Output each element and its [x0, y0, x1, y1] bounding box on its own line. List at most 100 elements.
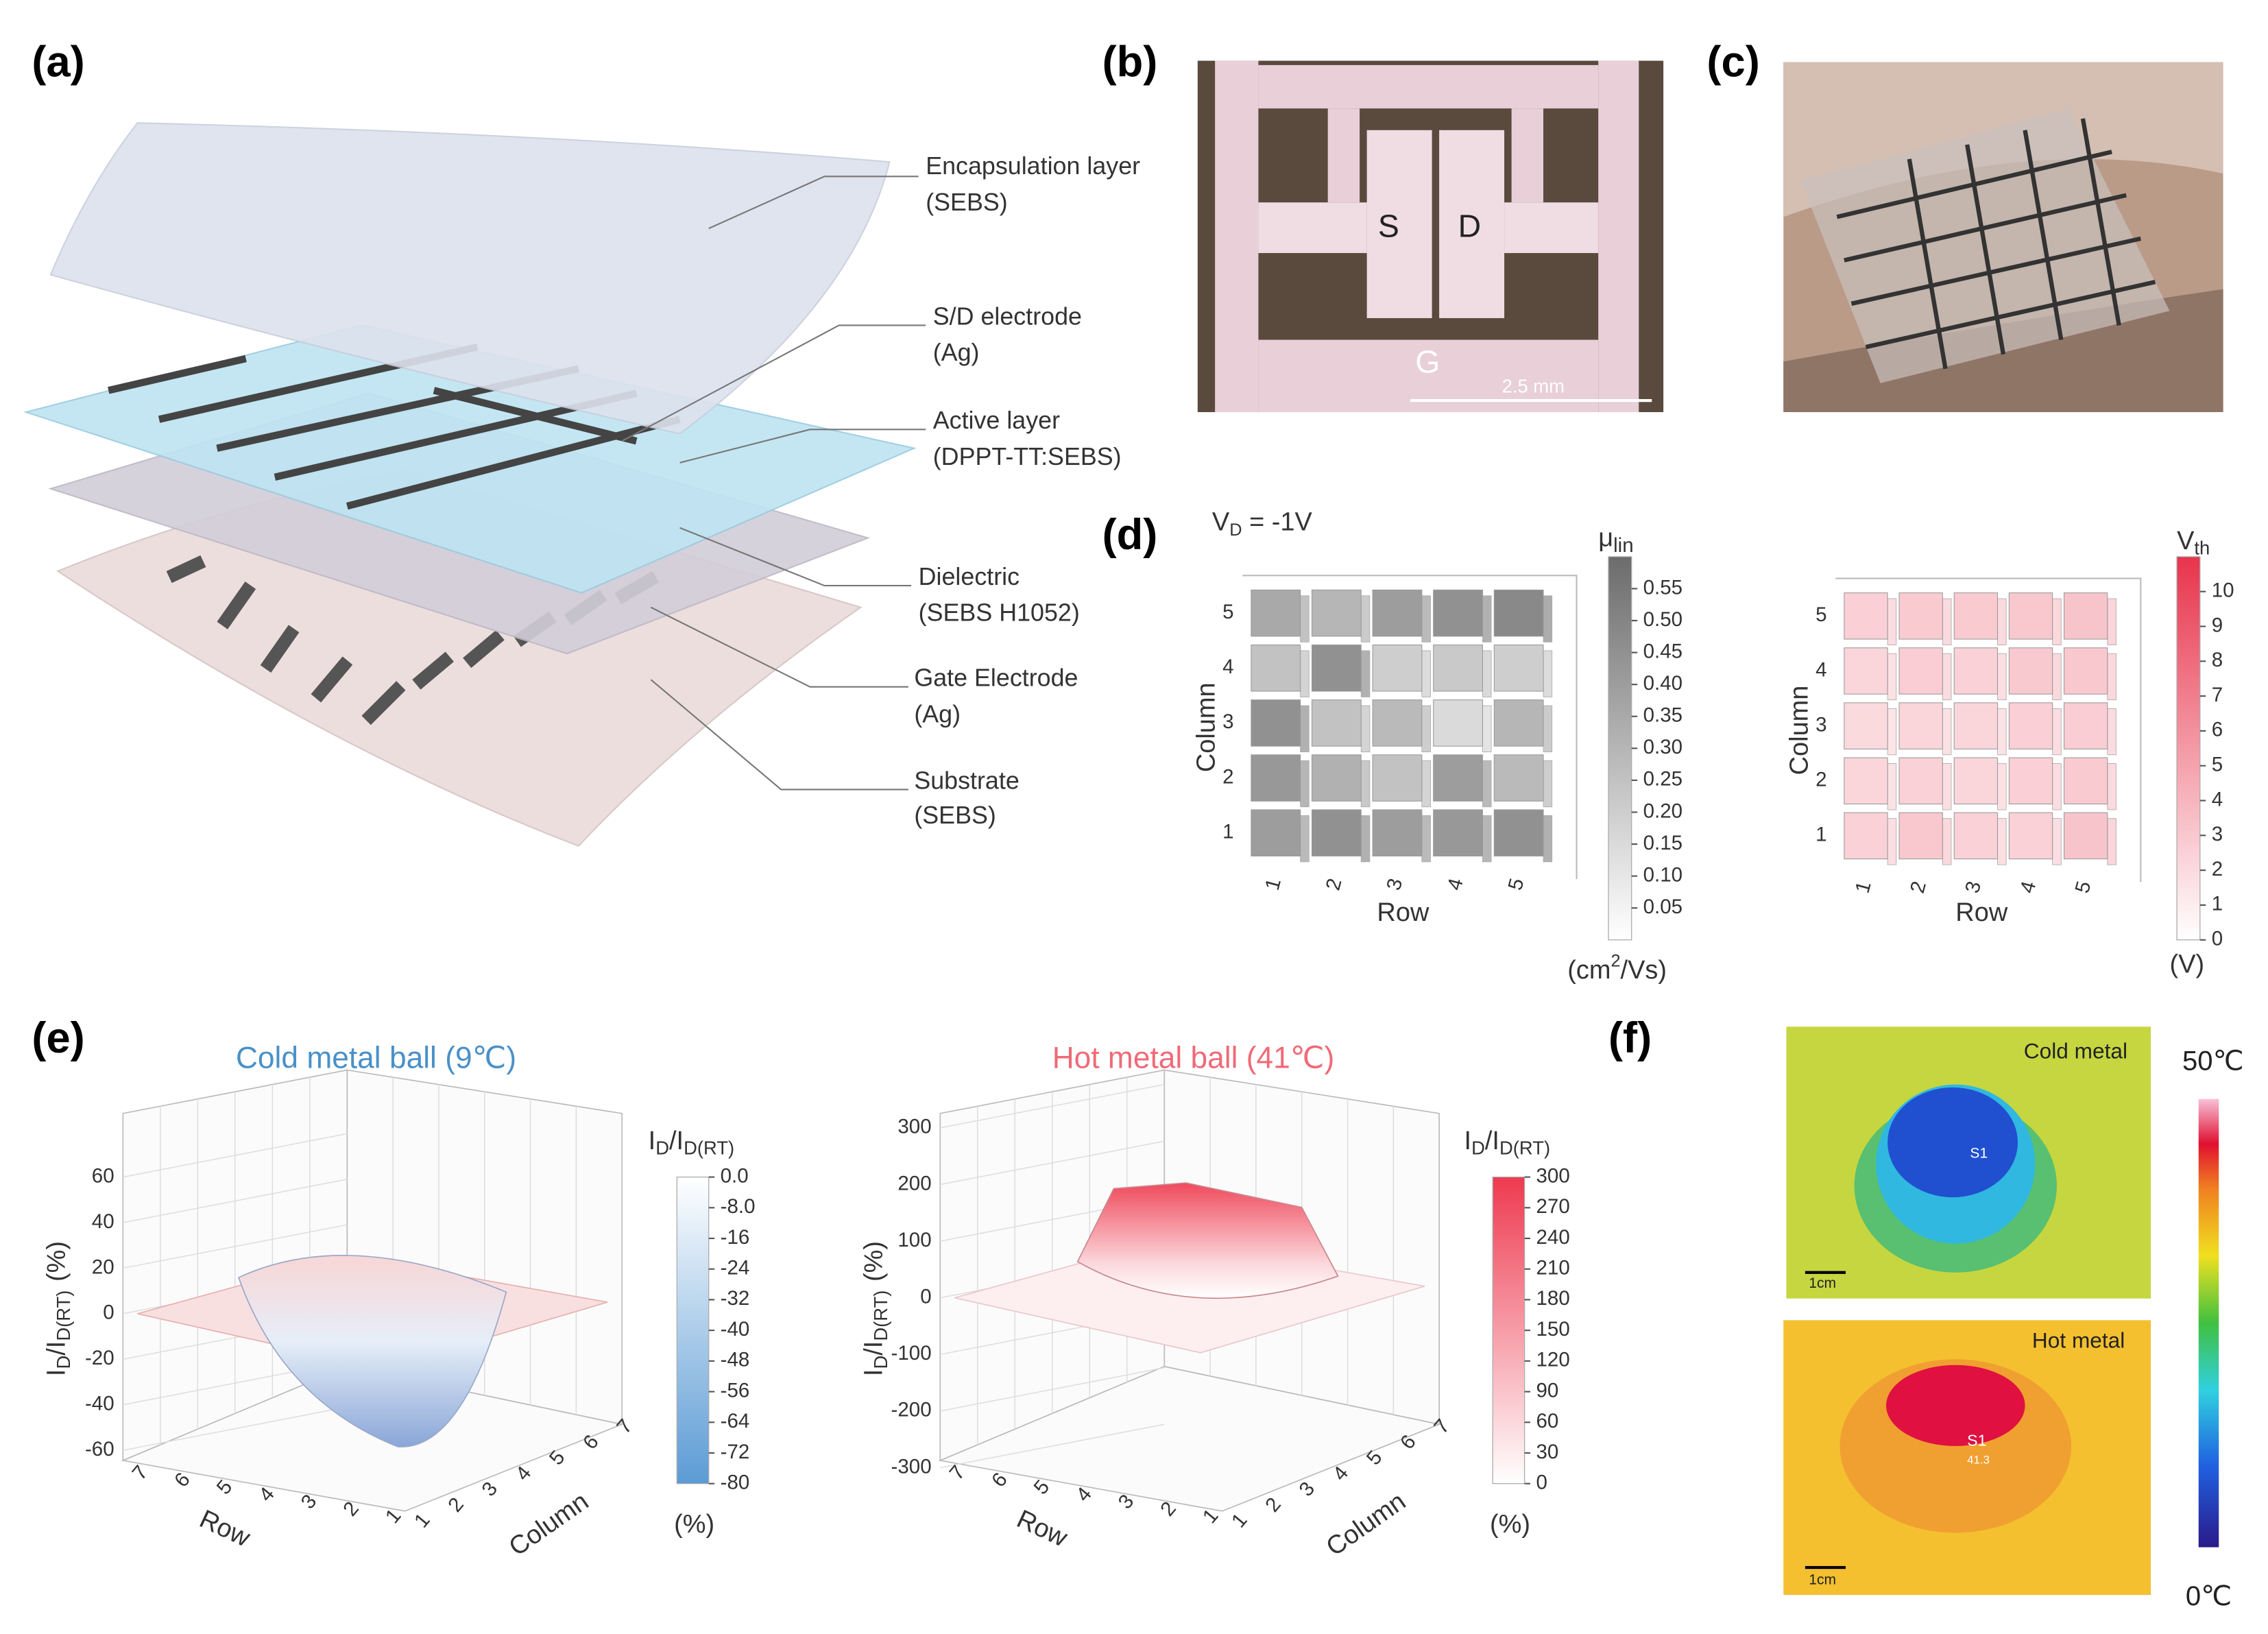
cell — [2008, 702, 2053, 749]
cell-side — [1300, 705, 1310, 753]
colorbar — [2176, 556, 2201, 941]
mobility-map: 0.55 0.50 0.45 0.40 0.35 0.30 0.25 0.20 0.15 0.10… — [1192, 556, 1682, 941]
cell — [1311, 699, 1362, 747]
cell — [1953, 812, 1999, 860]
layer-name: S/D electrode — [933, 302, 1082, 330]
cell — [1433, 809, 1483, 856]
symbol: V — [1212, 507, 1230, 536]
image-caption: Hot metal — [2032, 1327, 2125, 1352]
z-tick-label: -40 — [85, 1393, 114, 1415]
column-label: 1 — [1815, 824, 1826, 846]
symbol: μ — [1598, 524, 1613, 553]
superscript: 2 — [1610, 951, 1620, 970]
colorbar-tick-label: -64 — [721, 1410, 750, 1432]
layer-name: Active layer — [933, 407, 1060, 434]
colorbar-title: ID/ID(RT) — [1464, 1127, 1551, 1159]
cell-side — [2107, 708, 2116, 756]
layer-name: Dielectric — [919, 563, 1020, 590]
row-label: 4 — [2016, 879, 2040, 896]
skin-photo — [1783, 62, 2223, 413]
colorbar-tick-label: 300 — [1536, 1164, 1569, 1187]
colorbar-tick-label: -80 — [721, 1471, 750, 1493]
cell — [2064, 812, 2108, 860]
source-label: S — [1378, 208, 1399, 243]
cell-side — [1300, 650, 1310, 697]
z-tick-label: 200 — [897, 1172, 931, 1194]
cell — [1898, 592, 1943, 640]
colorbar-tick-label: 240 — [1536, 1226, 1569, 1249]
z-tick-label: 0 — [920, 1285, 931, 1308]
z-tick-label: -20 — [85, 1347, 114, 1369]
z-tick-label: 100 — [897, 1229, 931, 1251]
cell — [1372, 699, 1423, 747]
z-grid — [123, 1224, 348, 1269]
cell — [1311, 589, 1362, 637]
cell — [2008, 592, 2053, 640]
column-label: 4 — [1222, 656, 1233, 678]
cell-side — [1482, 760, 1492, 808]
layer-name: Substrate — [914, 767, 1019, 794]
colorbar — [1492, 1176, 1525, 1485]
colorbar-unit: (%) — [1490, 1510, 1530, 1539]
plot-title: Cold metal ball (9℃) — [236, 1041, 516, 1074]
plot-frame — [1835, 577, 2142, 882]
column-tick-label: 2 — [1261, 1493, 1286, 1517]
cell-side — [1543, 705, 1553, 753]
image-caption: Cold metal — [2024, 1039, 2127, 1064]
colorbar-tick-label: -32 — [721, 1287, 750, 1310]
cell — [1844, 592, 1888, 640]
subscript: D(RT) — [53, 1290, 74, 1341]
colorbar-tick-label: -8.0 — [721, 1195, 756, 1218]
cell — [1898, 647, 1943, 695]
colorbar-unit: (cm2/Vs) — [1567, 951, 1667, 985]
column-label: 4 — [1815, 658, 1826, 681]
colorbar-min: 0℃ — [2186, 1581, 2232, 1611]
cell — [1251, 754, 1301, 802]
subscript: D — [53, 1356, 74, 1369]
plot-title: Hot metal ball (41℃) — [1052, 1041, 1335, 1074]
micrograph — [1197, 60, 1664, 413]
colorbar-tick-label: 150 — [1536, 1318, 1569, 1341]
cell-side — [1360, 650, 1371, 697]
column-label: 5 — [1815, 603, 1826, 626]
colorbar-unit: (%) — [674, 1510, 714, 1539]
drain-label: D — [1458, 208, 1482, 243]
colorbar-tick-label: 0.55 — [1643, 576, 1682, 599]
cell — [2008, 812, 2053, 860]
colorbar-tick-label: 5 — [2212, 754, 2223, 776]
colorbar-tick-label: 180 — [1536, 1287, 1569, 1310]
layer-stack — [23, 122, 917, 847]
colorbar-tick-label: 270 — [1536, 1195, 1569, 1218]
column-label: 3 — [1815, 713, 1826, 736]
z-tick-label: 20 — [92, 1255, 114, 1278]
cell — [1372, 754, 1423, 802]
cell-side — [1300, 595, 1310, 642]
cell — [1953, 647, 1999, 695]
colorbar-tick-label: 2 — [2212, 858, 2223, 880]
cell-side — [1421, 650, 1431, 697]
z-grid — [123, 1406, 348, 1451]
colorbar-tick-label: 0.10 — [1643, 863, 1682, 886]
z-grid — [940, 1140, 1165, 1186]
column-tick-label: 7 — [1429, 1415, 1454, 1438]
gate-label: G — [1415, 344, 1440, 380]
colorbar-tick-label: 90 — [1536, 1379, 1558, 1402]
cell-side — [2107, 818, 2116, 865]
z-tick-label: -300 — [891, 1455, 932, 1478]
colorbar-title: ID/ID(RT) — [649, 1127, 735, 1159]
colorbar-tick-label: 0 — [2212, 928, 2223, 950]
colorbar-tick-label: 0.20 — [1643, 800, 1682, 822]
cell-side — [1482, 650, 1492, 697]
z-tick-label: -200 — [891, 1399, 932, 1421]
z-grid — [123, 1133, 348, 1178]
y-axis-label: Column — [1192, 682, 1221, 772]
colorbar-tick-label: 0.30 — [1643, 736, 1682, 758]
cell — [1372, 589, 1423, 637]
column-tick-label: 3 — [1294, 1478, 1319, 1501]
colorbar — [676, 1176, 710, 1485]
cell-side — [1421, 760, 1431, 808]
z-grid — [123, 1179, 348, 1223]
subscript: D — [1471, 1138, 1485, 1159]
column-tick-label: 7 — [612, 1415, 637, 1438]
scale-bar-label: 1cm — [1809, 1572, 1836, 1588]
